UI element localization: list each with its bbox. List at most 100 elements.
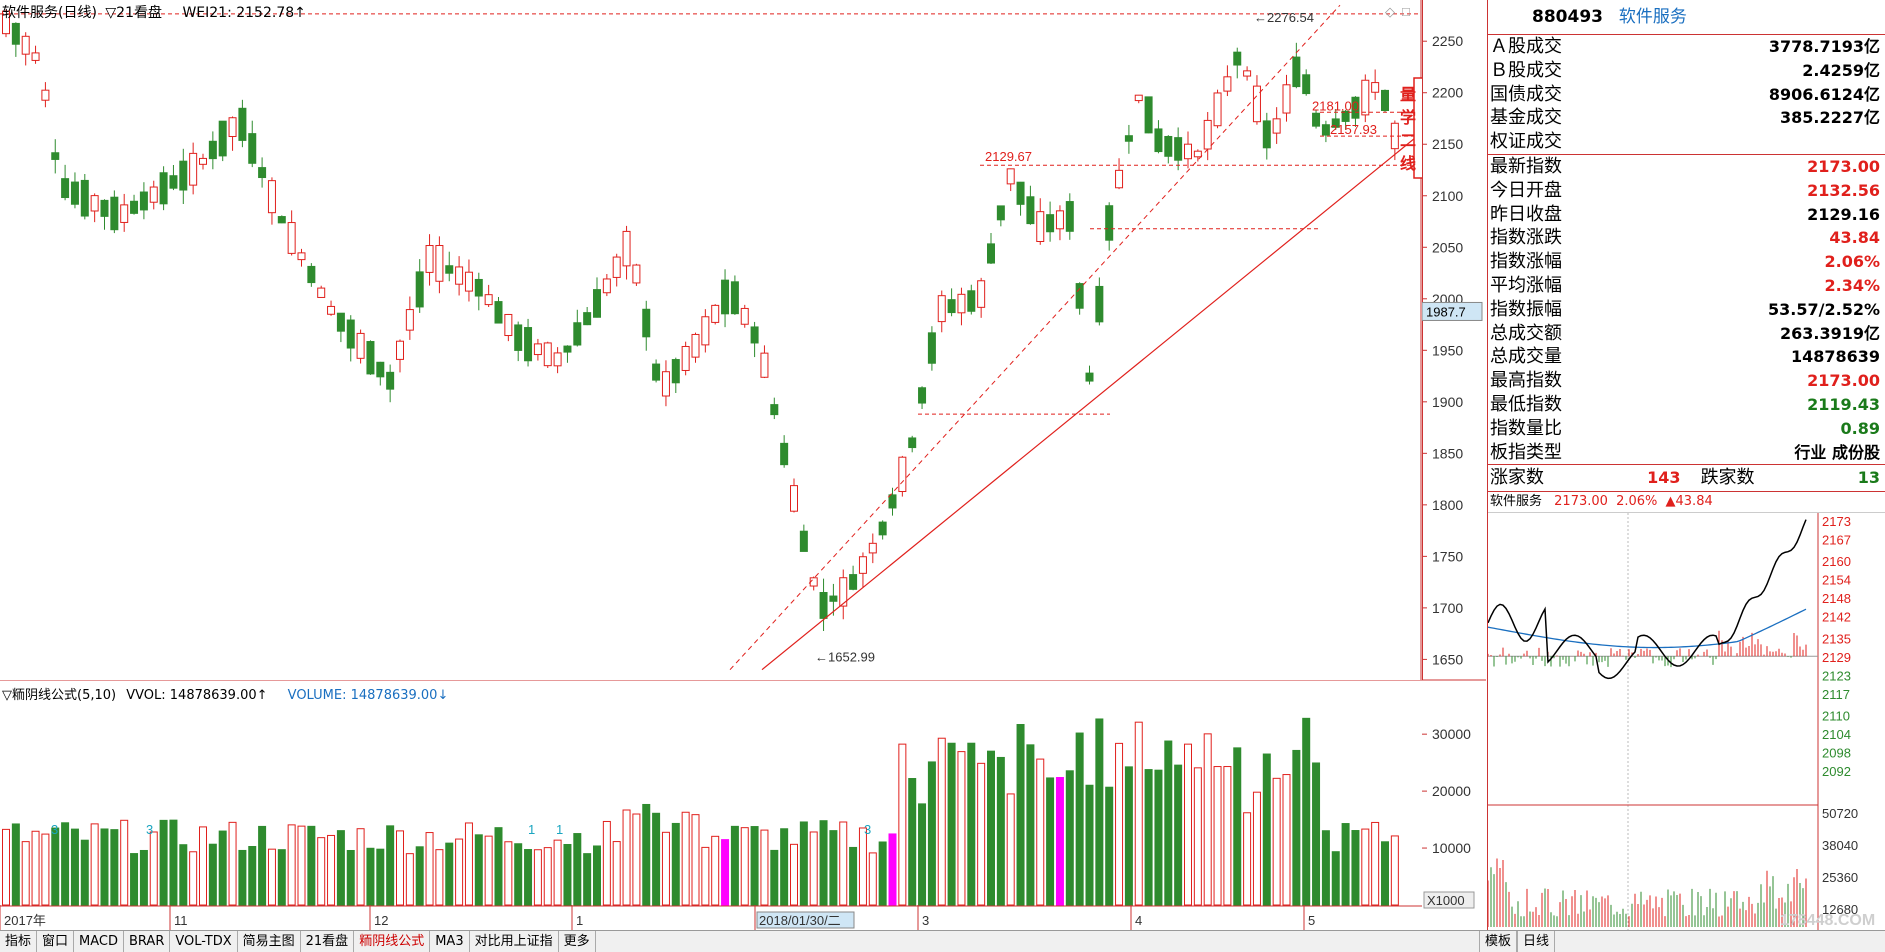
volume-bar <box>730 825 739 906</box>
price-plot[interactable]: ←2276.54 ←1652.99 2181.00 2157.93 2129.67 量学二… <box>0 0 1441 680</box>
candle-body <box>1016 181 1025 205</box>
candle-body <box>1341 110 1350 122</box>
candle-body <box>228 117 237 138</box>
mini-price-tick: 2092 <box>1822 764 1851 779</box>
volume-bar <box>691 814 700 906</box>
volume-bar <box>740 827 749 906</box>
toolbar-tab[interactable]: MACD <box>74 931 124 952</box>
index-stats: 最新指数 2173.00 今日开盘 2132.56 昨日收盘 2129.16 指数涨跌 43.… <box>1488 155 1885 466</box>
volume-bar <box>287 824 296 906</box>
index-name: 软件服务 <box>1618 7 1687 27</box>
candle-body <box>218 120 227 157</box>
intraday-chart[interactable]: 2173 2167 2160 2154 2148 2142 2135 2129 2123 2117… <box>1488 513 1885 932</box>
candle-body <box>957 293 966 314</box>
candle-body <box>386 371 395 390</box>
stat-row: 总成交量 14878639 <box>1488 345 1885 369</box>
stat-label: 最低指数 <box>1490 393 1562 415</box>
volume-bar <box>524 849 533 906</box>
volume-bar <box>169 819 178 906</box>
volume-bar <box>760 829 769 906</box>
volume-bar <box>376 848 385 906</box>
candle-body <box>671 359 680 384</box>
toolbar-tab[interactable]: 窗口 <box>37 931 75 952</box>
toolbar-tab[interactable]: 对比用上证指 <box>470 931 559 952</box>
candle-body <box>750 326 759 344</box>
high-annotation: ←2276.54 <box>1254 10 1314 25</box>
candle-body <box>947 299 956 314</box>
candle-body <box>721 279 730 315</box>
stat-label: 板指类型 <box>1490 441 1562 463</box>
volume-bar <box>957 751 966 906</box>
stat-label: 指数涨幅 <box>1490 251 1562 273</box>
volume-bar <box>415 846 424 906</box>
up-label: 涨家数 <box>1490 467 1544 489</box>
volume-bar <box>179 844 188 906</box>
toolbar-tab[interactable]: 粫阴线公式 <box>354 931 431 952</box>
candle-body <box>927 332 936 364</box>
volume-bar <box>41 833 50 906</box>
stat-row: 基金成交 385.2227亿 <box>1488 106 1885 130</box>
toolbar-tab[interactable]: 指标 <box>0 931 38 952</box>
volume-bar <box>396 830 404 906</box>
volume-chart[interactable]: 3 3 1 1 3 2017年 11 12 1 2018/01/30/二 3 4 5 <box>0 679 1422 930</box>
stat-value: 2.4259亿 <box>1802 60 1880 80</box>
volume-bar <box>228 821 237 906</box>
candle-body <box>1095 285 1104 323</box>
toolbar-tab[interactable]: VOL-TDX <box>170 931 238 952</box>
candle-body <box>533 343 542 356</box>
candle-body <box>494 301 503 324</box>
stat-row: 指数涨幅 2.06% <box>1488 250 1885 274</box>
toolbar-tab[interactable]: 21看盘 <box>301 931 355 952</box>
candle-body <box>632 264 641 284</box>
candle-body <box>1085 372 1094 382</box>
price-tick-label: 1900 <box>1432 394 1463 410</box>
volume-bar <box>1154 769 1163 906</box>
candle-body <box>1164 135 1173 157</box>
badge-char: 二 <box>1400 131 1416 150</box>
formula-label[interactable]: ▽粫阴线公式(5,10) <box>2 688 117 703</box>
toolbar-tab[interactable]: BRAR <box>124 931 171 952</box>
candle-body <box>652 363 661 381</box>
mini-price-tick: 2098 <box>1822 746 1851 761</box>
candle-body <box>1174 137 1183 161</box>
volume-bar <box>583 853 592 906</box>
candlestick-chart[interactable]: ←2276.54 ←1652.99 2181.00 2157.93 2129.67 量学二… <box>0 0 1441 680</box>
volume-bar <box>199 826 207 906</box>
down-value: 13 <box>1857 468 1880 488</box>
square-icon: □ <box>1402 4 1410 19</box>
volume-bar <box>1144 769 1153 906</box>
candle-body <box>770 404 779 416</box>
stat-row: Ａ股成交 3778.7193亿 <box>1488 35 1885 59</box>
candle-body <box>868 542 877 554</box>
mini-price-tick: 2135 <box>1822 632 1851 647</box>
volume-bar <box>996 756 1005 906</box>
volume-bar <box>267 848 276 906</box>
candle-body <box>878 521 887 536</box>
candle-body <box>504 313 513 337</box>
candle-body <box>1026 196 1035 225</box>
volume-bar <box>90 823 99 906</box>
time-label: 5 <box>1308 913 1315 928</box>
candle-body <box>790 485 798 512</box>
toolbar-right-tab[interactable]: 日线 <box>1516 931 1555 952</box>
candle-body <box>967 290 976 312</box>
volume-bar <box>622 809 631 906</box>
volume-bar <box>1302 717 1311 906</box>
toolbar-right-tab[interactable]: 模板 <box>1478 931 1517 952</box>
volume-bar <box>1213 766 1222 906</box>
candle-body <box>622 230 631 267</box>
toolbar-tab[interactable]: 简易主图 <box>238 931 301 952</box>
toolbar-tab[interactable]: 更多 <box>559 931 596 952</box>
volume-bar <box>888 833 897 906</box>
volume-bar <box>908 778 917 906</box>
candle-body <box>593 289 601 318</box>
candle-body <box>297 252 306 261</box>
candle-body <box>1046 214 1055 233</box>
stat-value: 53.57/2.52% <box>1768 299 1880 319</box>
volume-bar <box>1262 753 1271 906</box>
indicator-label[interactable]: ▽21看盘 <box>105 5 162 21</box>
candle-body <box>396 340 404 360</box>
toolbar-tab[interactable]: MA3 <box>430 931 470 952</box>
volume-bar <box>149 831 158 906</box>
